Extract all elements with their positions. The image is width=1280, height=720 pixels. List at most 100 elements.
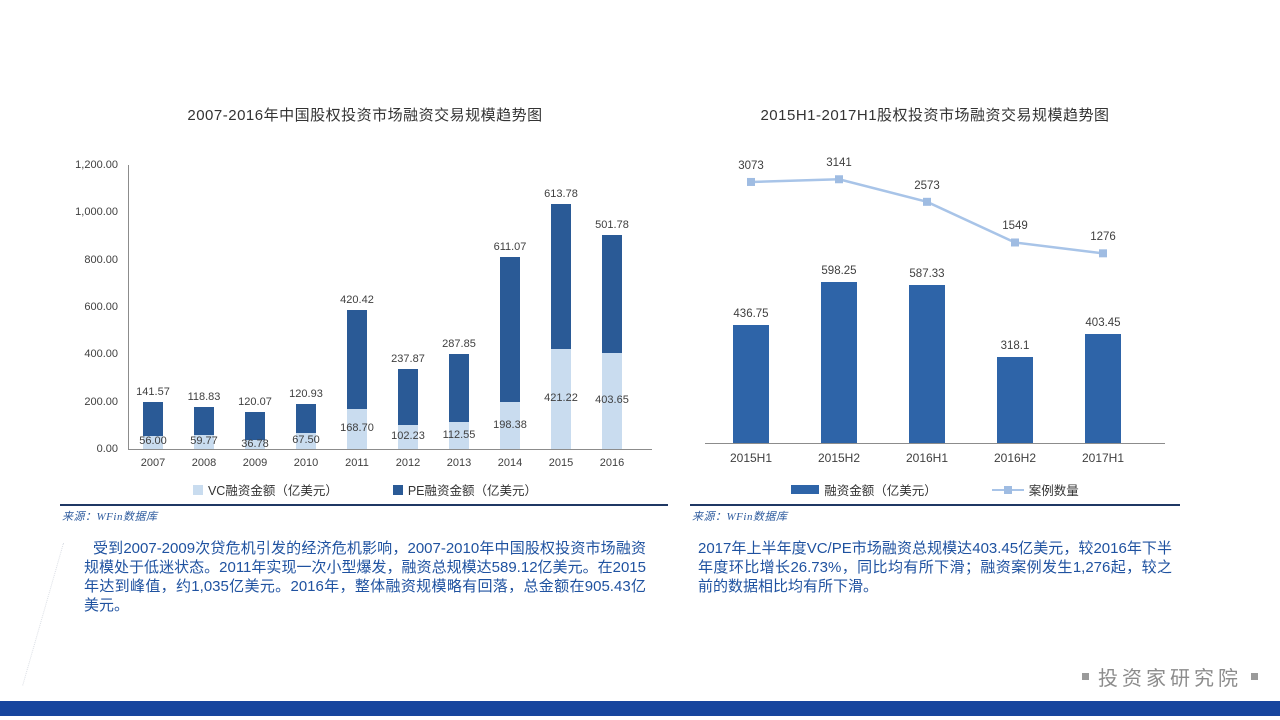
pe-bar-segment	[398, 368, 418, 425]
legend-line-swatch-icon	[991, 485, 1024, 495]
y-tick-label: 1,000.00	[75, 206, 118, 219]
y-axis-line	[128, 165, 129, 449]
vc-value-label: 56.00	[139, 435, 167, 448]
decorative-dotted-line	[22, 543, 64, 686]
line-value-label: 1276	[1090, 231, 1116, 244]
x-tick-label: 2016	[599, 457, 625, 469]
line-marker-icon	[1011, 238, 1019, 247]
vc-value-label: 67.50	[292, 434, 320, 446]
x-tick-label: 2007	[140, 457, 166, 469]
pe-bar-segment	[449, 354, 469, 423]
vc-bar-segment	[500, 402, 520, 449]
left-source-text: 来源：WFin数据库	[62, 511, 158, 523]
legend-bar-swatch-icon	[791, 485, 820, 494]
legend-line-marker	[1003, 485, 1012, 494]
left-chart-legend: VC融资金额（亿美元） PE融资金额（亿美元）	[60, 480, 670, 499]
x-tick-label: 2015H1	[729, 451, 773, 465]
vc-bar-segment	[245, 440, 265, 449]
y-tick-label: 600.00	[84, 301, 118, 313]
vc-bar-segment	[551, 349, 571, 449]
bar-value-label: 436.75	[733, 308, 769, 321]
line-marker-icon	[835, 175, 843, 184]
x-tick-label: 2016H1	[905, 451, 949, 465]
funding-bar	[909, 284, 945, 443]
x-tick-label: 2012	[395, 457, 421, 469]
line-marker-icon	[747, 177, 755, 186]
left-source-divider	[60, 504, 668, 506]
pe-bar-segment	[347, 309, 367, 410]
y-tick-label: 200.00	[84, 395, 118, 408]
legend-item: 融资金额（亿美元）	[791, 480, 937, 499]
line-value-label: 3141	[826, 157, 852, 170]
x-tick-label: 2013	[446, 457, 472, 469]
pe-value-label: 118.83	[187, 390, 221, 403]
left-chart-plot: 0.00 200.00 400.00 600.00 800.00 1,000.00 1,20…	[60, 155, 670, 500]
legend-swatch-icon	[392, 484, 403, 495]
funding-bar	[1085, 334, 1121, 443]
left-commentary: 受到2007-2009次贷危机引发的经济危机影响，2007-2010年中国股权投…	[84, 540, 646, 614]
x-axis-line	[128, 449, 652, 450]
pe-bar-segment	[551, 204, 571, 350]
pe-value-label: 141.57	[136, 386, 170, 399]
legend-swatch-icon	[192, 484, 203, 495]
x-tick-label: 2015	[548, 457, 574, 469]
line-marker-icon	[1099, 249, 1107, 258]
vc-bar-segment	[143, 435, 163, 449]
x-tick-label: 2015H2	[817, 451, 861, 465]
vc-bar-segment	[449, 422, 469, 449]
x-tick-label: 2016H2	[993, 451, 1037, 465]
bar-value-label: 403.45	[1085, 317, 1121, 330]
legend-item: VC融资金额（亿美元）	[192, 480, 338, 499]
x-tick-label: 2014	[497, 457, 523, 469]
x-tick-label: 2017H1	[1081, 451, 1125, 465]
legend-label: 融资金额（亿美元）	[824, 484, 937, 498]
funding-bar	[997, 357, 1033, 443]
right-chart-legend: 融资金额（亿美元） 案例数量	[690, 480, 1180, 499]
y-tick-label: 800.00	[84, 253, 118, 266]
bar-value-label: 587.33	[909, 267, 945, 280]
pe-value-label: 237.87	[391, 352, 425, 365]
vc-value-label: 198.38	[493, 418, 527, 431]
legend-label: VC融资金额（亿美元）	[207, 484, 338, 498]
line-value-label: 2573	[914, 179, 940, 192]
line-value-label: 1549	[1002, 220, 1028, 233]
logo-square-left-icon	[1082, 673, 1089, 680]
vc-bar-segment	[398, 424, 418, 449]
vc-value-label: 168.70	[340, 422, 374, 435]
vc-bar-segment	[347, 409, 367, 449]
vc-value-label: 421.22	[544, 392, 578, 405]
pe-bar-segment	[500, 257, 520, 403]
pe-value-label: 501.78	[595, 218, 629, 231]
line-marker-icon	[923, 197, 931, 206]
pe-bar-segment	[245, 411, 265, 441]
pe-value-label: 420.42	[340, 293, 374, 306]
vc-bar-segment	[194, 434, 214, 449]
right-source-text: 来源：WFin数据库	[692, 511, 788, 523]
pe-value-label: 120.07	[238, 395, 272, 408]
x-tick-label: 2009	[242, 457, 268, 469]
left-chart-title: 2007-2016年中国股权投资市场融资交易规模趋势图	[187, 107, 543, 124]
vc-value-label: 36.78	[241, 437, 269, 450]
legend-item: PE融资金额（亿美元）	[392, 480, 538, 499]
vc-bar-segment	[602, 353, 622, 449]
y-tick-label: 1,200.00	[75, 159, 118, 171]
funding-bar	[733, 325, 769, 443]
legend-label: PE融资金额（亿美元）	[407, 484, 538, 498]
pe-value-label: 120.93	[289, 388, 323, 401]
right-source-divider	[690, 504, 1180, 506]
pe-value-label: 287.85	[442, 338, 476, 351]
right-chart-title: 2015H1-2017H1股权投资市场融资交易规模趋势图	[760, 107, 1110, 124]
pe-value-label: 611.07	[493, 241, 527, 254]
pe-bar-segment	[194, 406, 214, 435]
funding-bar	[821, 281, 857, 443]
case-count-line	[747, 175, 1107, 258]
y-tick-label: 0.00	[96, 443, 118, 455]
bottom-accent-bar	[0, 701, 1280, 716]
footer-logo-text: 投资家研究院	[1098, 668, 1242, 690]
vc-value-label: 403.65	[595, 394, 629, 407]
legend-item: 案例数量	[991, 480, 1079, 499]
vc-bar-segment	[296, 433, 316, 449]
line-value-label: 3073	[738, 159, 764, 172]
pe-bar-segment	[296, 404, 316, 433]
